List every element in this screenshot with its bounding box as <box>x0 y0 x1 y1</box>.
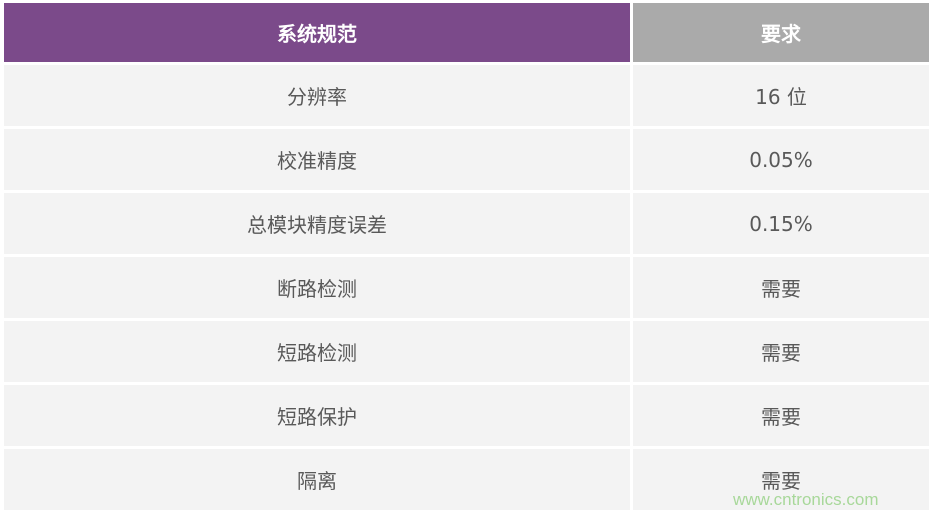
requirement-cell: 需要 <box>633 449 929 510</box>
requirement-cell: 需要 <box>633 257 929 318</box>
table-row: 短路检测 需要 <box>4 321 929 382</box>
spec-cell: 断路检测 <box>4 257 630 318</box>
spec-cell: 短路检测 <box>4 321 630 382</box>
spec-cell: 总模块精度误差 <box>4 193 630 254</box>
table-row: 短路保护 需要 <box>4 385 929 446</box>
spec-cell: 分辨率 <box>4 65 630 126</box>
header-system-spec: 系统规范 <box>4 3 630 62</box>
requirement-cell: 0.05% <box>633 129 929 190</box>
requirement-cell: 需要 <box>633 321 929 382</box>
header-requirement: 要求 <box>633 3 929 62</box>
header-row: 系统规范 要求 <box>4 3 929 62</box>
requirement-cell: 16 位 <box>633 65 929 126</box>
spec-cell: 校准精度 <box>4 129 630 190</box>
table-row: 隔离 需要 <box>4 449 929 510</box>
requirement-cell: 0.15% <box>633 193 929 254</box>
table-row: 断路检测 需要 <box>4 257 929 318</box>
table-row: 分辨率 16 位 <box>4 65 929 126</box>
spec-cell: 隔离 <box>4 449 630 510</box>
table-row: 校准精度 0.05% <box>4 129 929 190</box>
table-row: 总模块精度误差 0.15% <box>4 193 929 254</box>
requirement-cell: 需要 <box>633 385 929 446</box>
spec-cell: 短路保护 <box>4 385 630 446</box>
watermark: www.cntronics.com <box>733 490 879 509</box>
